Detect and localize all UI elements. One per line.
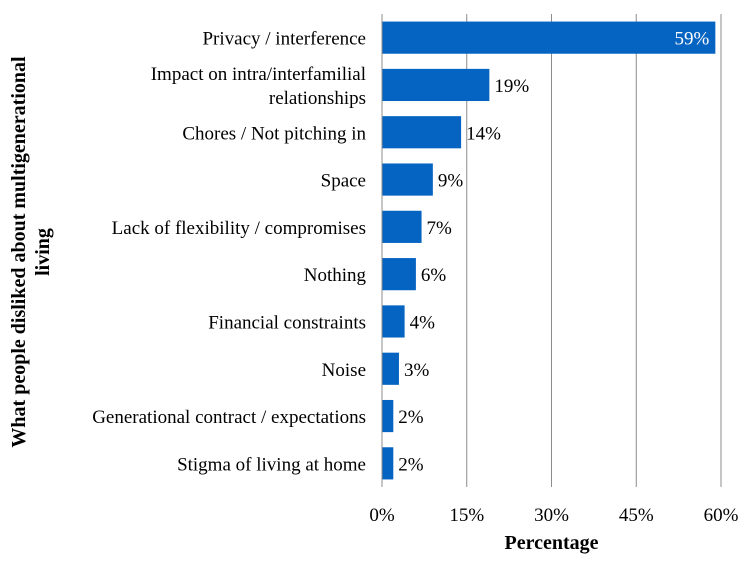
x-tick-label-1: 15% (449, 505, 484, 526)
category-label-3: Space (321, 171, 366, 192)
category-label-1: Impact on intra/interfamilial relationshi… (151, 64, 366, 109)
data-label-0: 59% (675, 29, 710, 50)
data-label-3: 9% (438, 171, 464, 192)
bar-5 (382, 258, 416, 291)
category-label-7: Noise (322, 360, 366, 381)
category-label-9: Stigma of living at home (177, 454, 366, 475)
bar-1 (382, 68, 490, 102)
x-tick-label-2: 30% (534, 505, 569, 526)
bar-0 (382, 21, 716, 54)
y-axis-title: What people disliked about multigenerati… (8, 56, 54, 448)
bar-9 (382, 447, 394, 480)
bar-2 (382, 116, 462, 149)
category-label-5: Nothing (304, 265, 367, 286)
x-tick-label-3: 45% (619, 505, 654, 526)
data-label-7: 3% (404, 360, 430, 381)
category-labels: Privacy / interference Impact on intra/in… (92, 29, 366, 476)
x-tick-labels: 0% 15% 30% 45% 60% (369, 505, 738, 526)
data-labels: 59% 19% 14% 9% 7% 6% 4% 3% 2% 2% (398, 29, 709, 476)
gridlines (466, 14, 722, 487)
bar-4 (382, 210, 422, 243)
category-label-8: Generational contract / expectations (92, 407, 366, 428)
category-label-0: Privacy / interference (202, 29, 366, 50)
bars (382, 21, 716, 480)
bar-3 (382, 163, 433, 196)
x-axis-title: Percentage (504, 532, 598, 554)
data-label-6: 4% (410, 312, 436, 333)
data-label-8: 2% (398, 407, 424, 428)
x-tick-label-0: 0% (369, 505, 395, 526)
bar-8 (382, 399, 394, 433)
data-label-2: 14% (466, 123, 501, 144)
data-label-1: 19% (494, 76, 529, 97)
data-label-5: 6% (421, 265, 447, 286)
data-label-9: 2% (398, 454, 424, 475)
bar-6 (382, 305, 405, 338)
bar-7 (382, 352, 399, 385)
data-label-4: 7% (427, 218, 453, 239)
category-label-4: Lack of flexibility / compromises (112, 218, 366, 239)
category-label-2: Chores / Not pitching in (182, 123, 366, 144)
category-label-6: Financial constraints (208, 312, 366, 333)
x-tick-label-4: 60% (704, 505, 739, 526)
